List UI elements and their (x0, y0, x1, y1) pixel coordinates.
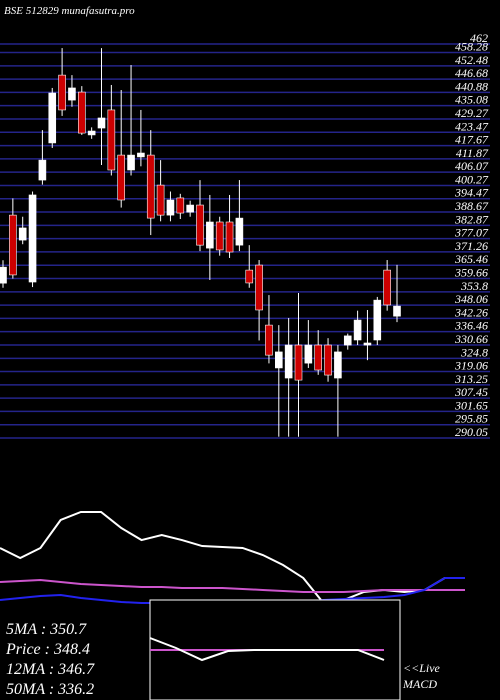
candle-body (215, 221, 224, 251)
indicator-line (0, 578, 465, 593)
candle-body (343, 335, 352, 346)
y-tick-label: 406.07 (455, 159, 489, 173)
candle-body (255, 264, 263, 311)
candle-body (176, 197, 185, 214)
candle-body (127, 154, 135, 171)
y-tick-label: 336.46 (454, 319, 488, 333)
chart-title: BSE 512829 munafasutra.pro (4, 5, 135, 17)
y-tick-label: 462 (470, 31, 488, 45)
candle-body (68, 87, 76, 101)
candle-body (186, 204, 194, 213)
y-tick-label: 348.06 (454, 292, 488, 306)
candle-body (156, 184, 165, 216)
candle-body (245, 269, 254, 284)
y-tick-label: 452.48 (455, 53, 488, 67)
y-tick-label: 411.87 (456, 146, 489, 160)
y-tick-label: 301.65 (454, 398, 488, 412)
y-tick-label: 307.45 (454, 385, 488, 399)
candle-body (304, 344, 313, 364)
candle-body (97, 117, 106, 129)
candle-body (225, 221, 234, 253)
candle-body (87, 130, 96, 136)
candle-body (0, 266, 7, 284)
y-tick-label: 400.27 (455, 172, 489, 186)
candle-body (383, 269, 391, 306)
candle-body (393, 305, 401, 317)
candle-body (107, 109, 116, 171)
candle-body (314, 344, 323, 371)
candle-body (324, 344, 332, 376)
info-text: 5MA : 350.7 (6, 621, 87, 638)
y-tick-label: 458.28 (455, 40, 488, 54)
candle-body (196, 204, 204, 246)
candle-body (235, 217, 244, 246)
candle-body (265, 324, 273, 356)
y-tick-label: 446.68 (455, 66, 488, 80)
candle-body (274, 351, 283, 369)
y-tick-label: 359.66 (454, 265, 488, 279)
candle-body (117, 154, 125, 201)
y-tick-label: 382.87 (454, 212, 489, 226)
candle-body (48, 92, 57, 144)
macd-label: MACD (402, 677, 437, 691)
candle-body (294, 344, 303, 381)
candle-body (353, 319, 362, 341)
y-tick-label: 423.47 (455, 119, 489, 133)
y-tick-label: 330.66 (454, 332, 488, 346)
y-tick-label: 394.47 (454, 186, 489, 200)
y-tick-label: 435.08 (455, 93, 488, 107)
info-text: Price : 348.4 (5, 641, 90, 658)
y-tick-label: 319.06 (454, 359, 488, 373)
candle-body (58, 74, 66, 111)
candle-body (166, 199, 175, 216)
candle-body (146, 154, 155, 219)
info-text: 12MA : 346.7 (6, 661, 95, 678)
y-tick-label: 295.85 (455, 412, 488, 426)
candle-body (78, 91, 86, 134)
candle-body (38, 159, 47, 181)
indicator-line (149, 637, 385, 662)
y-tick-label: 353.8 (460, 279, 488, 293)
y-tick-label: 365.46 (454, 252, 488, 266)
candle-body (137, 152, 145, 158)
candle-body (284, 344, 293, 379)
candle-body (334, 351, 342, 379)
live-label: <<Live (403, 661, 441, 675)
y-tick-label: 371.26 (454, 239, 488, 253)
y-tick-label: 290.05 (455, 425, 488, 439)
candle-body (28, 194, 37, 283)
y-tick-label: 388.67 (454, 199, 489, 213)
y-tick-label: 417.67 (455, 133, 489, 147)
y-tick-label: 324.8 (460, 345, 488, 359)
info-text: 50MA : 336.2 (6, 681, 94, 698)
y-tick-label: 440.88 (455, 79, 488, 93)
candle-body (373, 299, 382, 341)
candle-body (206, 221, 214, 249)
candle-body (363, 342, 372, 346)
candle-body (9, 214, 17, 276)
y-tick-label: 313.25 (454, 372, 488, 386)
y-tick-label: 429.27 (455, 106, 489, 120)
y-tick-label: 342.26 (454, 305, 488, 319)
candle-body (18, 227, 27, 241)
y-tick-label: 377.07 (454, 226, 489, 240)
